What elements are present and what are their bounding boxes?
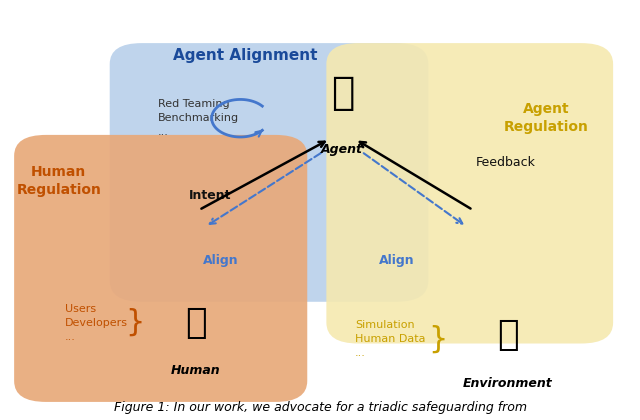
Text: Feedback: Feedback [476, 155, 536, 168]
Text: }: } [428, 325, 447, 354]
FancyBboxPatch shape [326, 43, 613, 344]
Text: Intent: Intent [189, 189, 232, 202]
Text: Red Teaming
Benchmarking
...: Red Teaming Benchmarking ... [157, 99, 239, 137]
Text: Align: Align [204, 254, 239, 267]
Text: Figure 1: In our work, we advocate for a triadic safeguarding from: Figure 1: In our work, we advocate for a… [113, 402, 527, 415]
Text: Align: Align [379, 254, 414, 267]
Text: Environment: Environment [463, 377, 553, 390]
Text: Simulation
Human Data
...: Simulation Human Data ... [355, 320, 426, 358]
Text: Human: Human [171, 364, 221, 377]
FancyBboxPatch shape [14, 135, 307, 402]
Text: Agent: Agent [321, 143, 364, 156]
Text: 🤖: 🤖 [331, 74, 354, 112]
Text: Human
Regulation: Human Regulation [16, 165, 101, 197]
FancyBboxPatch shape [109, 43, 428, 302]
Text: Users
Developers
...: Users Developers ... [65, 304, 128, 341]
Text: Agent
Regulation: Agent Regulation [504, 102, 589, 134]
Text: 🌍: 🌍 [497, 318, 519, 352]
Text: }: } [125, 308, 145, 337]
Text: Agent Alignment: Agent Alignment [173, 48, 318, 63]
Text: 🧑: 🧑 [185, 306, 207, 340]
